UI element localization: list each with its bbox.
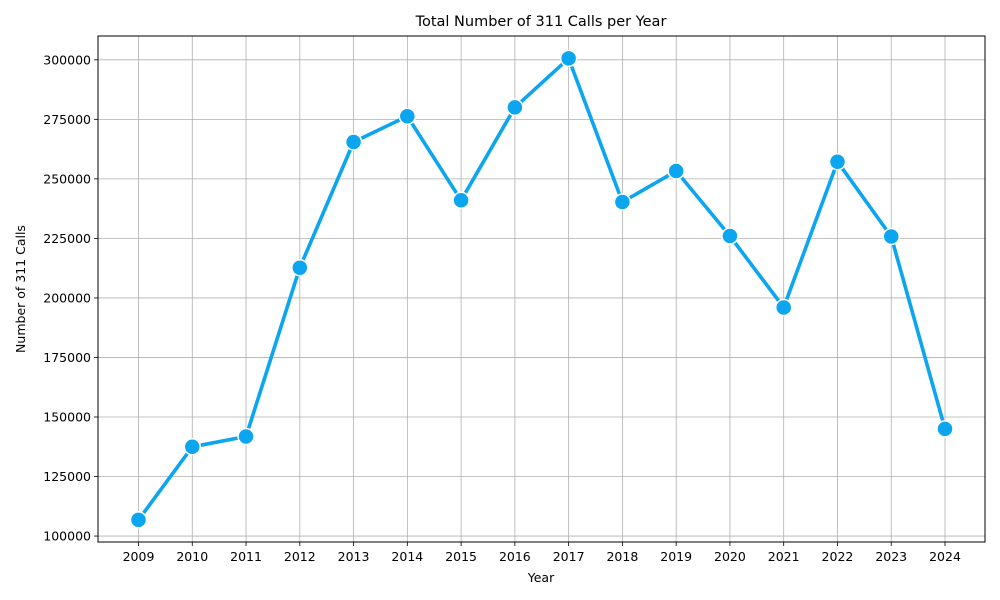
x-tick-label: 2012 [284,549,316,564]
plot-frame [97,35,986,543]
y-axis: 100000 125000 150000 175000 200000 225000 2500… [43,52,98,544]
x-tick-label: 2022 [822,549,854,564]
data-point [237,427,255,446]
x-tick-label: 2020 [714,549,746,564]
data-point [559,49,578,68]
data-point [828,152,847,171]
x-tick-label: 2024 [929,549,961,564]
x-axis-label: Year [527,570,555,585]
chart-title: Total Number of 311 Calls per Year [415,14,667,30]
data-point [774,298,793,317]
x-tick-label: 2016 [499,549,531,564]
data-point [452,191,470,210]
y-tick-label: 250000 [43,171,91,186]
x-tick-label: 2014 [391,549,423,564]
x-tick-label: 2010 [176,549,208,564]
x-tick-label: 2013 [338,549,370,564]
x-tick-label: 2021 [768,549,800,564]
series-group [129,49,954,529]
x-tick-label: 2015 [445,549,477,564]
y-tick-label: 225000 [43,231,91,246]
data-point [936,420,954,438]
data-point [398,107,417,125]
x-tick-label: 2019 [660,549,692,564]
y-tick-label: 125000 [43,469,91,484]
y-tick-label: 175000 [43,350,91,365]
data-point [183,438,202,456]
data-point [667,162,685,180]
y-tick-label: 200000 [43,290,91,305]
x-tick-label: 2023 [875,549,907,564]
x-tick-label: 2017 [553,549,585,564]
data-point [613,193,632,211]
data-point [882,227,900,246]
y-tick-label: 100000 [43,529,91,544]
y-tick-label: 275000 [43,112,91,127]
data-point [506,98,524,117]
y-tick-label: 150000 [43,409,91,424]
data-point [344,133,363,151]
y-tick-label: 300000 [43,52,91,67]
grid-lines [98,36,985,542]
x-tick-label: 2018 [606,549,638,564]
data-point [129,511,148,529]
data-point [721,227,739,245]
data-point [291,258,309,277]
x-tick-label: 2009 [123,549,155,564]
y-axis-label: Number of 311 Calls [13,225,28,353]
x-tick-label: 2011 [230,549,262,564]
series-line [137,56,947,521]
x-axis: 2009 2010 2011 2012 2013 2014 2015 2016 2017 2018… [123,542,961,564]
